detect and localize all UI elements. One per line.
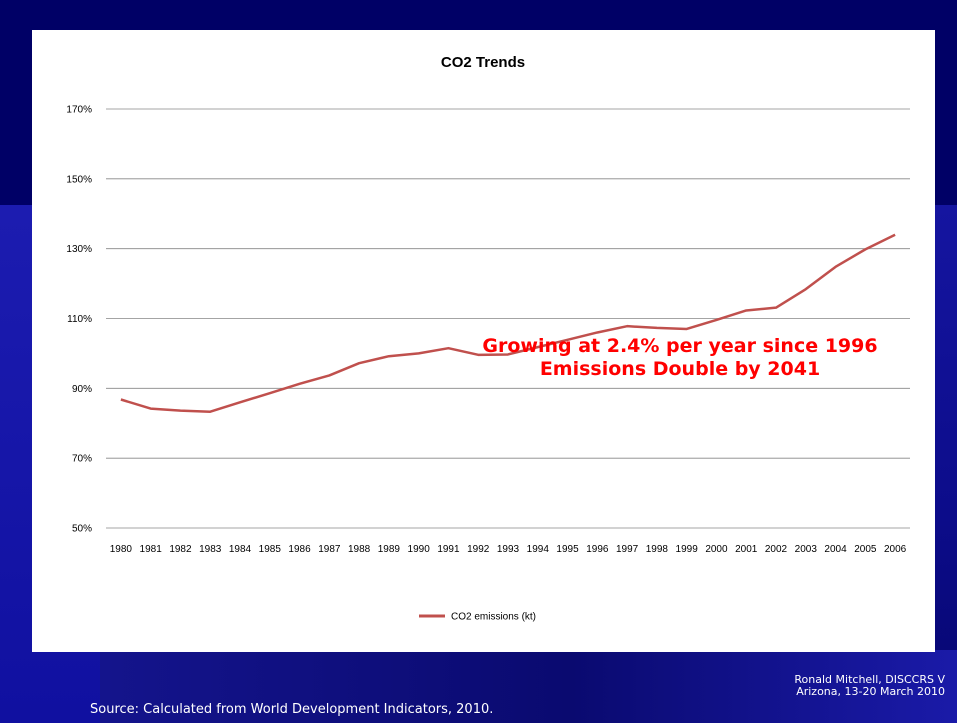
source-note: Source: Calculated from World Developmen…	[90, 702, 494, 717]
line-chart: CO2 Trends 50% 70% 90% 110% 130% 150% 170% 198…	[66, 54, 910, 623]
x-tick-label: 1983	[199, 544, 222, 555]
x-tick-label: 1986	[288, 544, 311, 555]
chart-panel: CO2 Trends 50% 70% 90% 110% 130% 150% 170% 198…	[32, 30, 935, 652]
growth-annotation: Growing at 2.4% per year since 1996 Emis…	[440, 335, 920, 381]
legend-label: CO2 emissions (kt)	[451, 612, 536, 623]
x-tick-label: 1988	[348, 544, 371, 555]
series-layer	[120, 233, 896, 413]
x-tick-label: 2003	[795, 544, 818, 555]
x-tick-label: 1992	[467, 544, 490, 555]
x-tick-label: 1980	[110, 544, 133, 555]
x-tick-label: 1998	[646, 544, 669, 555]
annotation-line-2: Emissions Double by 2041	[539, 358, 821, 380]
y-tick-label: 150%	[66, 174, 92, 185]
credit-line-1: Ronald Mitchell, DISCCRS V	[794, 673, 945, 686]
y-tick-label: 70%	[72, 454, 92, 465]
x-tick-label: 1984	[229, 544, 252, 555]
x-tick-label: 2004	[824, 544, 847, 555]
y-tick-label: 170%	[66, 105, 92, 116]
x-tick-label: 1999	[676, 544, 699, 555]
y-axis-tick-labels: 50% 70% 90% 110% 130% 150% 170%	[66, 105, 92, 535]
x-tick-label: 1991	[437, 544, 460, 555]
x-tick-label: 2006	[884, 544, 907, 555]
author-credit: Ronald Mitchell, DISCCRS V Arizona, 13-2…	[794, 674, 945, 698]
annotation-line-1: Growing at 2.4% per year since 1996	[482, 335, 878, 357]
y-tick-label: 110%	[67, 314, 92, 325]
x-tick-label: 2001	[735, 544, 758, 555]
x-tick-label: 1985	[259, 544, 282, 555]
x-tick-label: 1997	[616, 544, 639, 555]
x-tick-label: 1995	[556, 544, 579, 555]
x-tick-label: 2005	[854, 544, 877, 555]
x-tick-label: 1981	[140, 544, 163, 555]
credit-line-2: Arizona, 13-20 March 2010	[796, 685, 945, 698]
x-tick-label: 2000	[705, 544, 728, 555]
y-tick-label: 90%	[72, 384, 92, 395]
y-tick-label: 130%	[66, 244, 92, 255]
slide-bottom-bar	[100, 650, 957, 723]
x-tick-label: 1990	[408, 544, 431, 555]
x-tick-label: 1987	[318, 544, 341, 555]
x-tick-label: 1994	[527, 544, 550, 555]
x-tick-label: 1982	[169, 544, 192, 555]
x-tick-label: 1989	[378, 544, 401, 555]
x-tick-label: 1996	[586, 544, 609, 555]
x-axis-tick-labels: 1980 1981 1982 1983 1984 1985 1986 1987 1988 1989…	[110, 544, 907, 555]
x-tick-label: 2002	[765, 544, 788, 555]
y-tick-label: 50%	[72, 524, 92, 535]
x-tick-label: 1993	[497, 544, 520, 555]
chart-title: CO2 Trends	[441, 54, 525, 71]
grid-lines	[106, 108, 910, 529]
series-line	[120, 233, 896, 413]
legend: CO2 emissions (kt)	[419, 612, 536, 623]
